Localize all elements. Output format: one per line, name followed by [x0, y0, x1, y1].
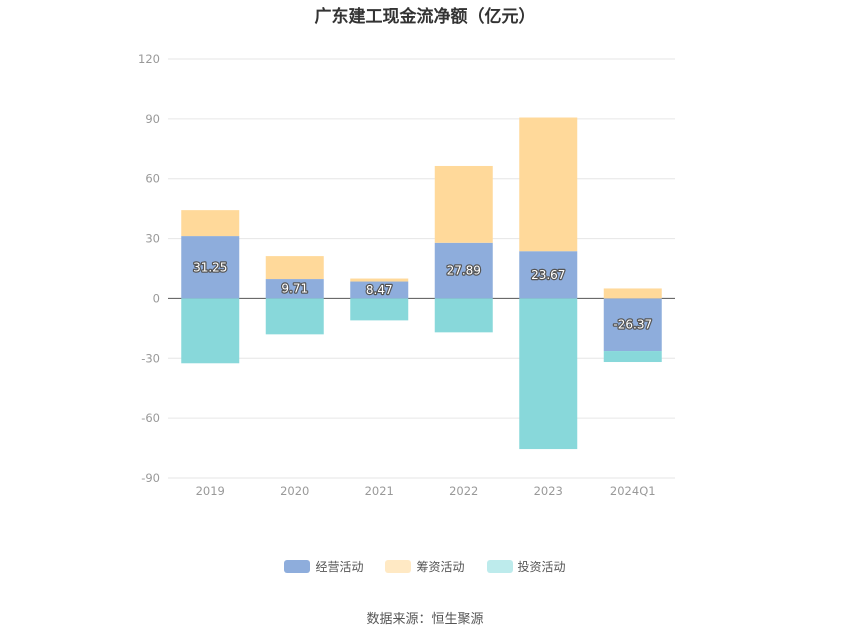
y-tick-label: -90 — [141, 471, 160, 485]
legend-item-investing[interactable]: 投资活动 — [486, 558, 566, 575]
y-tick-label: -30 — [141, 351, 160, 365]
bar-financing-2022 — [434, 165, 493, 243]
x-tick-label: 2023 — [534, 484, 563, 498]
data-label: 9.71 — [281, 282, 308, 296]
bar-operating-2024Q1 — [603, 298, 662, 352]
legend-item-financing[interactable]: 筹资活动 — [385, 558, 465, 575]
legend-swatch-financing — [385, 560, 412, 573]
bar-investing-2020 — [265, 298, 324, 335]
legend-label-investing: 投资活动 — [517, 560, 566, 574]
legend-item-operating[interactable]: 经营活动 — [284, 558, 363, 575]
x-tick-label: 2022 — [449, 484, 478, 498]
y-tick-label: 0 — [153, 291, 160, 305]
stacked-bar-chart: 120 90 60 30 0 -30 -60 -90 31.25 2019 9.71 2020 8.47… — [138, 52, 675, 498]
x-tick-label: 2024Q1 — [610, 484, 656, 498]
data-label: -26.37 — [613, 318, 652, 332]
bar-investing-2019 — [181, 298, 240, 364]
legend-label-financing: 筹资活动 — [416, 560, 465, 574]
chart-title: 广东建工现金流净额（亿元） — [314, 7, 536, 27]
bar-operating-2020 — [265, 279, 324, 299]
y-tick-label: 120 — [138, 52, 160, 66]
data-label: 23.67 — [531, 268, 565, 282]
data-label: 8.47 — [366, 283, 393, 297]
x-tick-label: 2019 — [196, 484, 225, 498]
data-label: 31.25 — [193, 260, 227, 274]
bar-financing-2024Q1 — [603, 288, 662, 299]
legend: 经营活动 筹资活动 投资活动 — [0, 558, 850, 575]
bar-financing-2019 — [181, 210, 240, 237]
y-tick-label: 90 — [145, 112, 160, 126]
bar-financing-2023 — [519, 117, 578, 252]
bar-investing-2024Q1 — [603, 351, 662, 363]
bar-investing-2022 — [434, 298, 493, 333]
legend-swatch-operating — [284, 560, 311, 573]
legend-label-operating: 经营活动 — [315, 560, 364, 574]
data-label: 27.89 — [447, 264, 481, 278]
x-tick-label: 2020 — [280, 484, 309, 498]
y-tick-label: -60 — [141, 411, 160, 425]
bar-operating-2021 — [350, 281, 409, 299]
bar-operating-2023 — [519, 251, 578, 299]
x-tick-label: 2021 — [365, 484, 394, 498]
bar-financing-2021 — [350, 278, 409, 282]
y-tick-label: 60 — [145, 172, 160, 186]
legend-swatch-investing — [486, 560, 513, 573]
bar-financing-2020 — [265, 256, 324, 280]
bar-operating-2022 — [434, 242, 493, 299]
data-source: 数据来源：恒生聚源 — [366, 612, 484, 627]
bar-operating-2019 — [181, 236, 240, 299]
y-tick-label: 30 — [145, 232, 160, 246]
bar-investing-2023 — [519, 298, 578, 450]
bar-investing-2021 — [350, 298, 409, 321]
